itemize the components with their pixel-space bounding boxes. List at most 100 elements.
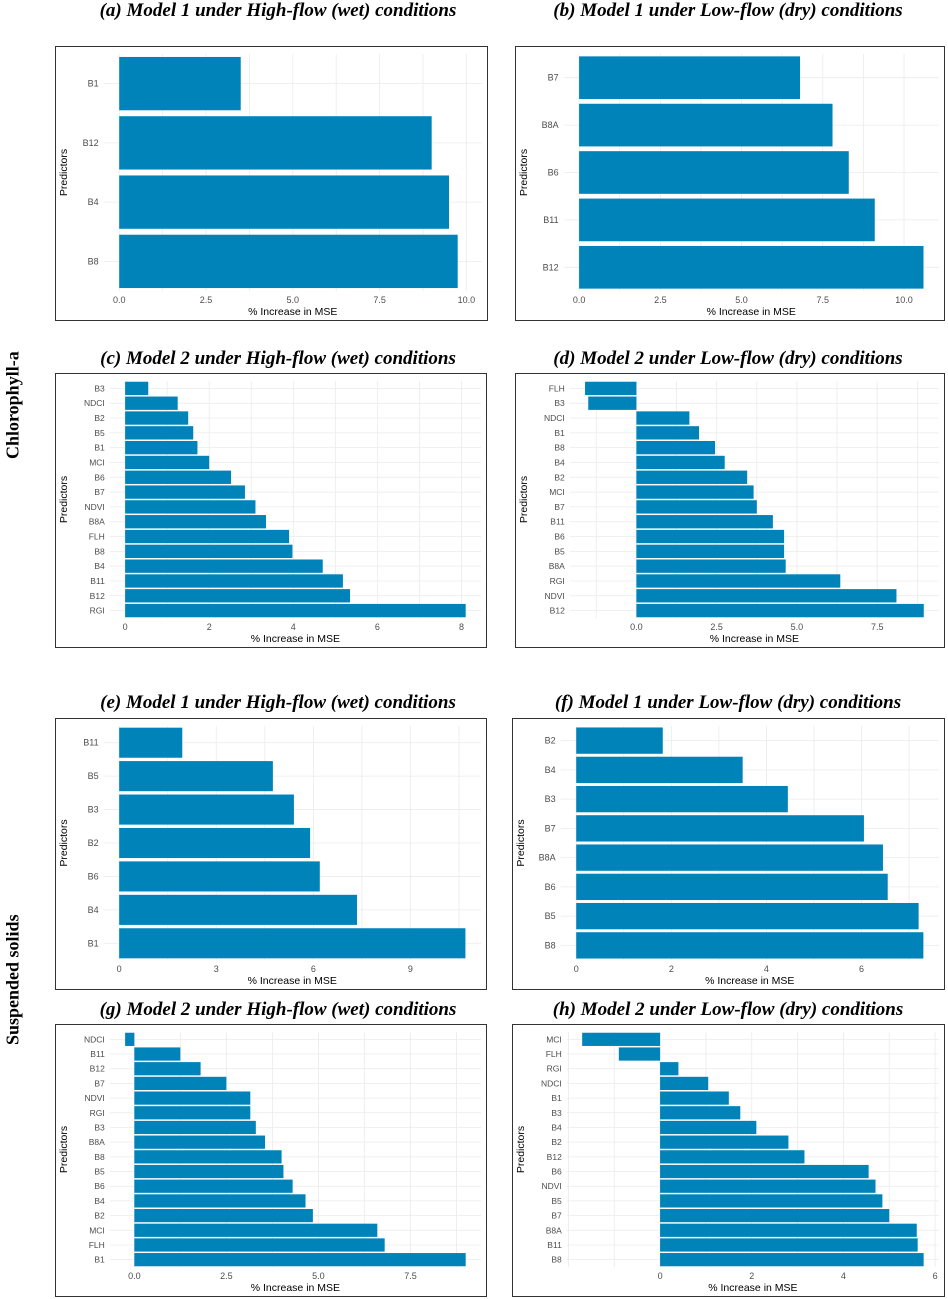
y-tick-label: B8 (551, 1255, 562, 1265)
y-tick-label: NDCI (541, 1078, 562, 1088)
y-tick-label: B4 (94, 561, 105, 571)
x-tick-label: 5.0 (312, 1271, 325, 1281)
x-axis-title: % Increase in MSE (248, 975, 337, 987)
y-axis-title: Predictors (58, 149, 70, 196)
bar-b6 (125, 470, 232, 484)
x-axis-title: % Increase in MSE (705, 975, 794, 987)
y-tick-label: FLH (549, 383, 565, 393)
y-tick-label: B1 (94, 443, 105, 453)
y-axis-title: Predictors (58, 819, 70, 866)
y-tick-label: B5 (88, 771, 99, 781)
bar-b5 (134, 1164, 284, 1179)
panel-title-c: (c) Model 2 under High-flow (wet) condit… (100, 348, 456, 369)
y-tick-label: NDCI (544, 413, 565, 423)
bar-b3 (119, 794, 294, 825)
row-label-suspended-solids: Suspended solids (2, 914, 23, 1046)
panel-title-h: (h) Model 2 under Low-flow (dry) conditi… (552, 999, 904, 1020)
x-tick-label: 0 (117, 964, 122, 974)
bar-b3 (134, 1120, 256, 1135)
bar-b4 (636, 455, 725, 470)
bar-b4 (134, 1194, 306, 1208)
y-tick-label: B1 (88, 79, 99, 89)
bar-b6 (660, 1164, 869, 1179)
bar-b3 (660, 1106, 741, 1120)
bar-b2 (125, 411, 189, 425)
x-tick-label: 9 (408, 964, 413, 974)
y-tick-label: B2 (551, 1137, 562, 1147)
y-tick-label: B8A (546, 1225, 562, 1235)
bar-b8 (576, 932, 924, 959)
y-axis-title: Predictors (58, 476, 70, 523)
y-tick-label: B6 (88, 871, 99, 881)
bar-rgi (134, 1106, 251, 1120)
bar-b11 (579, 198, 875, 242)
chart-panel-h: MCI FLH RGI NDCI B1 B3 B4 B2 B12 B6 NDVI B5 B7 B8A B11… (512, 1024, 945, 1297)
bar-b11 (636, 515, 773, 529)
x-tick-label: 2.5 (654, 295, 667, 305)
y-tick-label: B6 (548, 168, 559, 178)
bar-flh (125, 529, 290, 544)
bar-b7 (576, 815, 864, 842)
y-tick-label: B12 (550, 606, 565, 616)
bar-rgi (660, 1062, 679, 1076)
chart-panel-f: B2 B4 B3 B7 B8A B6 B5 B8 0 2 4 6 % Increase in MSE Pr… (512, 718, 945, 990)
y-tick-label: FLH (89, 1240, 105, 1250)
x-tick-label: 5.0 (735, 295, 748, 305)
bar-b8a (660, 1223, 917, 1237)
y-tick-label: B11 (543, 215, 558, 225)
x-tick-label: 10.0 (458, 295, 476, 305)
bar-b6 (119, 861, 320, 892)
y-tick-label: RGI (90, 606, 105, 616)
bar-b7 (660, 1208, 890, 1223)
bar-b8 (125, 544, 293, 559)
y-tick-label: B4 (88, 197, 99, 207)
y-tick-label: B7 (94, 1078, 105, 1088)
bar-b2 (636, 470, 748, 484)
chart-panel-g: NDCI B11 B12 B7 NDVI RGI B3 B8A B8 B5 B6 B4 B2 MCI FLH… (55, 1024, 487, 1297)
x-tick-label: 0.0 (573, 295, 586, 305)
y-tick-label: B8 (94, 546, 105, 556)
y-tick-label: NDCI (84, 398, 105, 408)
panel-title-a: (a) Model 1 under High-flow (wet) condit… (99, 0, 457, 21)
y-tick-label: B6 (545, 882, 556, 892)
x-tick-label: 2 (669, 964, 674, 974)
x-tick-label: 7.5 (871, 622, 884, 632)
x-tick-label: 3 (214, 964, 219, 974)
bar-b12 (636, 603, 924, 618)
chart-panel-d: FLH B3 NDCI B1 B8 B4 B2 MCI B7 B11 B6 B5 B8A RGI NDVI B… (515, 373, 945, 648)
bar-ndci (125, 1032, 135, 1046)
bar-ndci (125, 396, 178, 410)
bar-b5 (576, 902, 919, 930)
x-tick-label: 6 (311, 964, 316, 974)
y-tick-label: FLH (89, 532, 105, 542)
y-tick-label: B4 (545, 765, 556, 775)
x-tick-label: 0 (574, 964, 579, 974)
y-tick-label: B5 (545, 911, 556, 921)
bar-b11 (134, 1047, 181, 1061)
chart-panel-c: B3 NDCI B2 B5 B1 MCI B6 B7 NDVI B8A FLH B8 B4 B11 B12 R… (55, 373, 487, 648)
bar-b4 (125, 559, 323, 573)
bar-b3 (588, 396, 637, 410)
bar-flh (585, 381, 637, 396)
y-tick-label: B3 (94, 1122, 105, 1132)
bar-mci (125, 455, 210, 470)
x-tick-label: 10.0 (895, 295, 913, 305)
bar-ndvi (636, 589, 897, 603)
x-tick-label: 2 (749, 1271, 754, 1281)
bar-b4 (119, 175, 450, 229)
y-tick-label: B1 (94, 1255, 105, 1265)
panel-title-e: (e) Model 1 under High-flow (wet) condit… (100, 692, 456, 713)
x-axis-title: % Increase in MSE (707, 306, 796, 318)
bar-rgi (636, 574, 841, 588)
y-tick-label: B3 (551, 1108, 562, 1118)
x-axis-title: % Increase in MSE (251, 633, 340, 645)
y-tick-label: B8 (545, 940, 556, 950)
y-tick-label: B2 (554, 472, 565, 482)
x-tick-label: 6 (375, 622, 380, 632)
y-tick-label: MCI (549, 487, 565, 497)
y-tick-label: B8A (549, 561, 565, 571)
y-tick-label: B8 (94, 1152, 105, 1162)
bar-b5 (125, 426, 194, 440)
y-axis-title: Predictors (518, 149, 530, 196)
x-tick-label: 0.0 (113, 295, 126, 305)
